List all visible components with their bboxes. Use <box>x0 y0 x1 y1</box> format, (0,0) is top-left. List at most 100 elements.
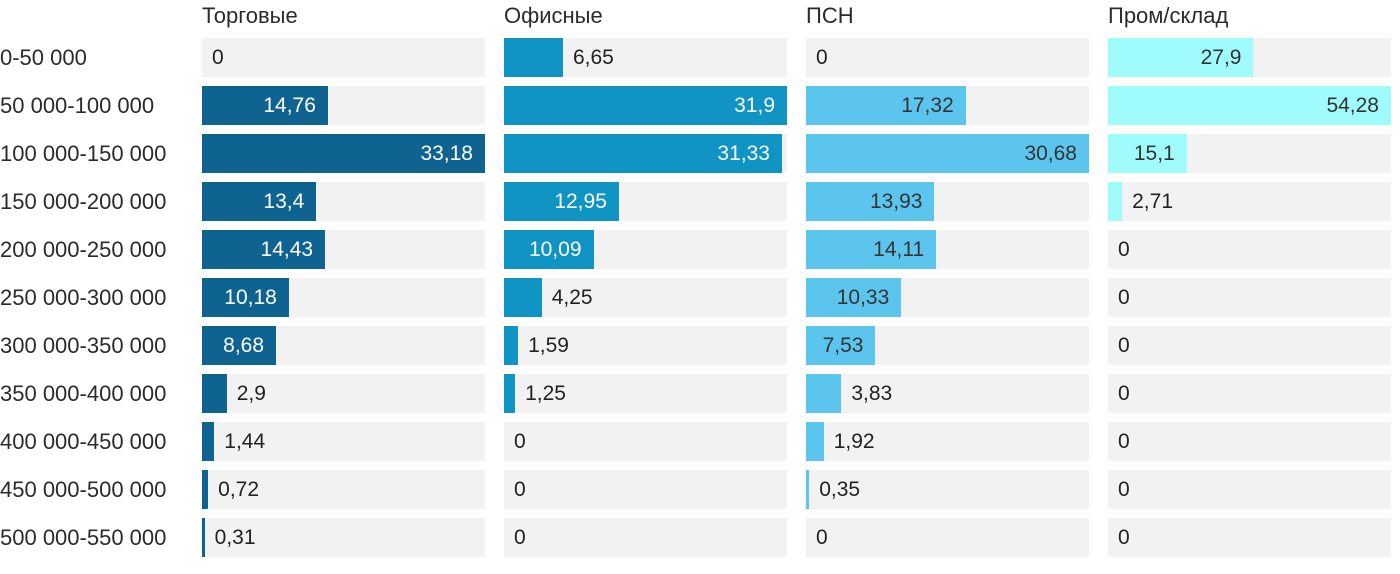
bar <box>806 230 937 269</box>
bar-track: 10,18 <box>202 278 485 317</box>
bar-track: 13,93 <box>806 182 1089 221</box>
bar <box>806 86 966 125</box>
bar-value-label: 0 <box>1118 429 1130 453</box>
bar <box>504 230 594 269</box>
bar <box>806 374 842 413</box>
chart-row: 300 000-350 000 8,68 1,59 7,53 0 <box>0 326 1400 365</box>
bar-value-label: 0 <box>212 45 224 69</box>
row-label: 450 000-500 000 <box>0 476 167 502</box>
bar-track: 12,95 <box>504 182 787 221</box>
row-label: 150 000-200 000 <box>0 188 167 214</box>
chart-row: 500 000-550 000 0,31 0 0 0 <box>0 518 1400 557</box>
bar-value-label: 10,09 <box>528 237 582 261</box>
bar-value-label: 0 <box>1118 237 1130 261</box>
bar-value-label: 0 <box>1118 333 1130 357</box>
bar-track: 2,9 <box>202 374 485 413</box>
bar <box>1108 134 1187 173</box>
chart-row: 150 000-200 000 13,4 12,95 13,93 2,71 <box>0 182 1400 221</box>
bar-track: 0,72 <box>202 470 485 509</box>
bar-value-label: 7,53 <box>822 333 864 357</box>
bar-value-label: 33,18 <box>420 141 473 165</box>
bar-value-label: 0 <box>514 525 526 549</box>
bar-track: 15,1 <box>1108 134 1391 173</box>
bar-track: 10,09 <box>504 230 787 269</box>
row-label-column-spacer <box>0 0 183 38</box>
bar-value-label: 27,9 <box>1200 45 1242 69</box>
bar-value-label: 8,68 <box>223 333 265 357</box>
bar-value-label: 15,1 <box>1133 141 1175 165</box>
bar <box>202 230 326 269</box>
row-label: 350 000-400 000 <box>0 380 167 406</box>
bar-track: 0 <box>1108 518 1391 557</box>
bar-track: 4,25 <box>504 278 787 317</box>
row-label: 200 000-250 000 <box>0 236 167 262</box>
bar-value-label: 6,65 <box>572 45 614 69</box>
bar <box>806 134 1089 173</box>
bar <box>1108 182 1123 221</box>
bar-value-label: 3,83 <box>851 381 893 405</box>
bar <box>504 38 563 77</box>
column-header-retail: Торговые <box>202 3 298 28</box>
bar-track: 0 <box>1108 470 1391 509</box>
bar <box>202 86 328 125</box>
bar-value-label: 14,11 <box>873 237 925 261</box>
bar <box>806 182 935 221</box>
bar-track: 27,9 <box>1108 38 1391 77</box>
bar-track: 0,35 <box>806 470 1089 509</box>
row-label: 250 000-300 000 <box>0 284 167 310</box>
bar <box>806 470 810 509</box>
bar-track: 30,68 <box>806 134 1089 173</box>
chart-row: 50 000-100 000 14,76 31,9 17,32 54,28 <box>0 86 1400 125</box>
bar <box>202 518 205 557</box>
bar-value-label: 0 <box>514 429 526 453</box>
bar <box>202 278 289 317</box>
chart-row: 450 000-500 000 0,72 0 0,35 0 <box>0 470 1400 509</box>
bar-value-label: 2,71 <box>1132 189 1173 213</box>
bar <box>202 326 277 365</box>
bar-value-label: 17,32 <box>901 93 954 117</box>
bar-value-label: 1,44 <box>224 429 266 453</box>
bar-track: 0 <box>1108 326 1391 365</box>
bar-value-label: 4,25 <box>551 285 593 309</box>
bar-value-label: 1,25 <box>525 381 566 405</box>
bar-track: 0 <box>1108 422 1391 461</box>
chart-row: 0-50 000 0 6,65 0 27,9 <box>0 38 1400 77</box>
chart-row: 400 000-450 000 1,44 0 1,92 0 <box>0 422 1400 461</box>
column-header-psn: ПСН <box>806 3 854 28</box>
bar-track: 31,9 <box>504 86 787 125</box>
bar-value-label: 0 <box>1118 525 1130 549</box>
bar-track: 54,28 <box>1108 86 1391 125</box>
bar <box>504 182 619 221</box>
bar <box>806 326 876 365</box>
bar-value-label: 13,4 <box>263 189 305 213</box>
bar-track: 3,83 <box>806 374 1089 413</box>
chart-rows: 0-50 000 0 6,65 0 27,9 50 000-100 000 14,76 31,… <box>0 38 1400 557</box>
bar-value-label: 13,93 <box>869 189 923 213</box>
bar-track: 0 <box>504 518 787 557</box>
bar-value-label: 54,28 <box>1326 93 1379 117</box>
bar-track: 17,32 <box>806 86 1089 125</box>
bar-track: 0 <box>1108 374 1391 413</box>
bar-value-label: 10,33 <box>836 285 890 309</box>
bar-track: 31,33 <box>504 134 787 173</box>
bar <box>1108 38 1254 77</box>
bar-track: 14,76 <box>202 86 485 125</box>
bar <box>202 374 227 413</box>
chart-row: 200 000-250 000 14,43 10,09 14,11 0 <box>0 230 1400 269</box>
bar-track: 0 <box>202 38 485 77</box>
bar-value-label: 0 <box>1118 477 1130 501</box>
bar-track: 14,11 <box>806 230 1089 269</box>
bar <box>806 278 902 317</box>
bar-value-label: 10,18 <box>224 285 277 309</box>
row-label: 0-50 000 <box>0 44 87 70</box>
bar-value-label: 0 <box>816 45 828 69</box>
bar-value-label: 0 <box>816 525 828 549</box>
bar-value-label: 14,43 <box>260 237 314 261</box>
bar-track: 1,44 <box>202 422 485 461</box>
bar <box>1108 86 1391 125</box>
bar-track: 0 <box>1108 278 1391 317</box>
bar-track: 1,25 <box>504 374 787 413</box>
bar-value-label: 0 <box>514 477 526 501</box>
bar-track: 0 <box>504 470 787 509</box>
